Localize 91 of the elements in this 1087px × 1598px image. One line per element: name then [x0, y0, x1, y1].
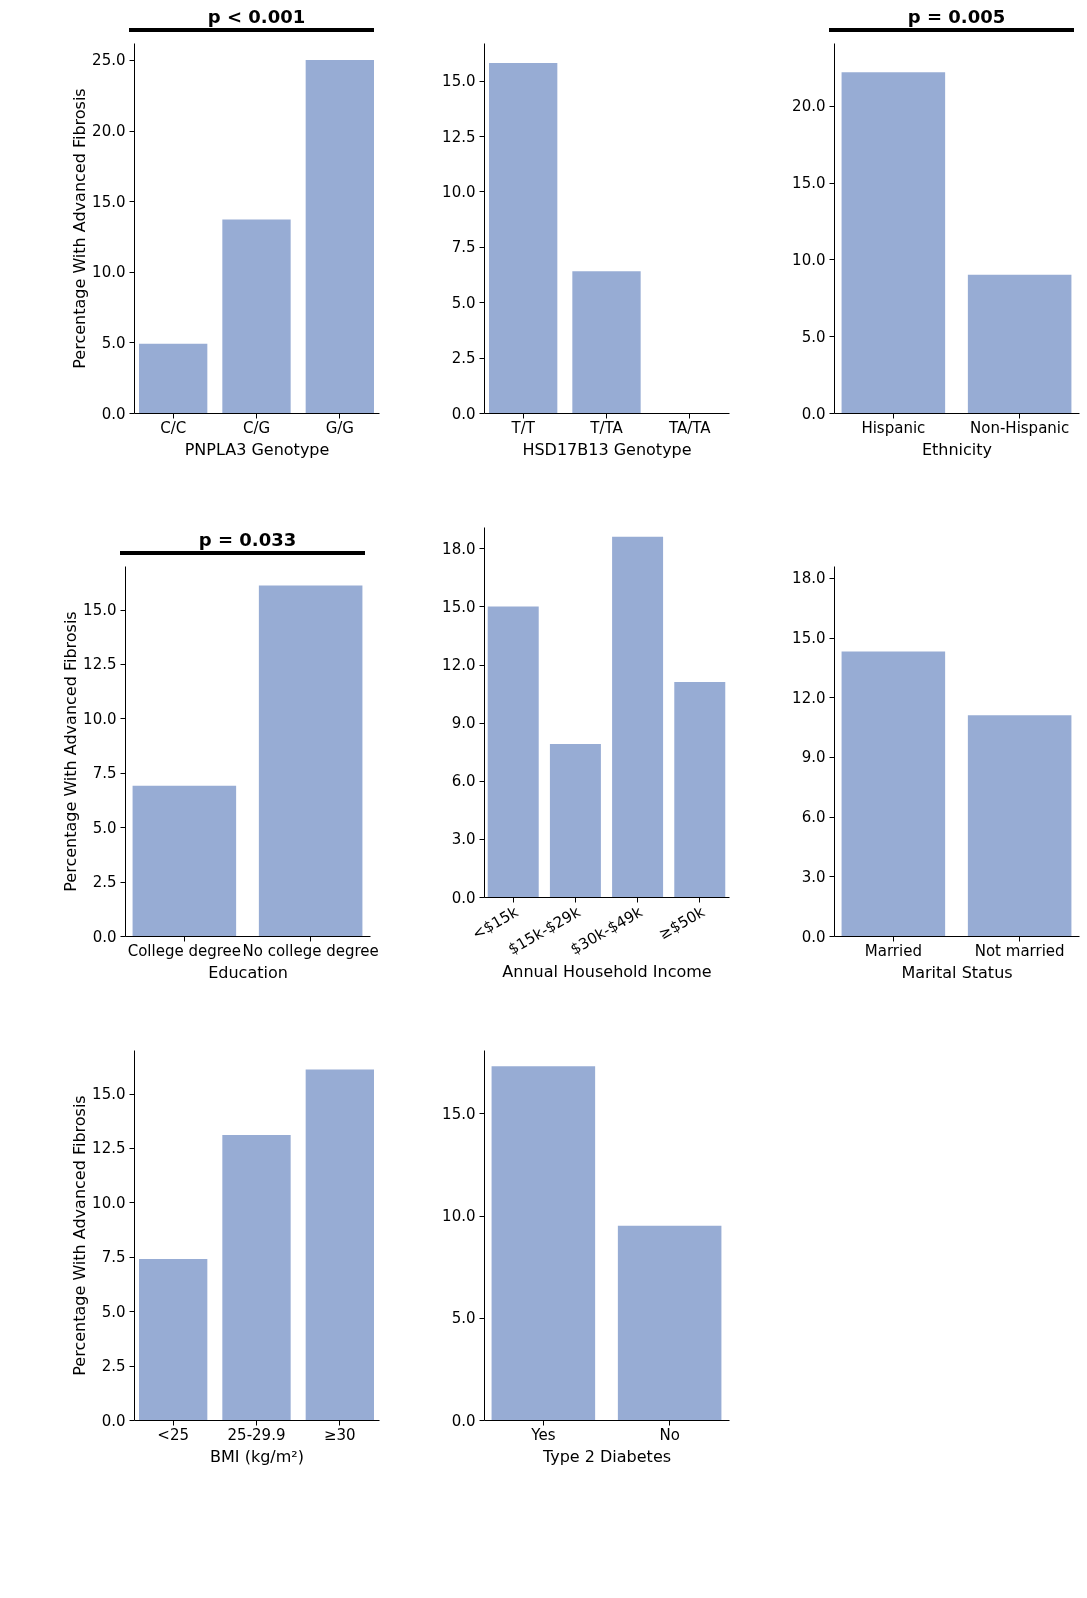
bar — [222, 219, 291, 413]
y-tick-label: 12.0 — [792, 688, 826, 707]
y-tick-label: 0.0 — [451, 1411, 476, 1430]
y-tick-label: 20.0 — [92, 122, 126, 141]
y-tick-label: 5.0 — [101, 333, 126, 352]
y-tick-label: 12.5 — [92, 1139, 126, 1158]
y-tick-label: 18.0 — [442, 539, 476, 558]
text: p = 0.033 — [198, 529, 297, 550]
y-tick-label: 6.0 — [451, 772, 476, 791]
y-tick-label: 25.0 — [92, 51, 126, 70]
x-axis-title: Marital Status — [901, 962, 1013, 982]
x-tick-label: Hispanic — [861, 418, 926, 437]
y-tick-label: 15.0 — [442, 1104, 476, 1123]
y-tick-label: 10.0 — [792, 250, 826, 269]
x-axis-title: Type 2 Diabetes — [541, 1446, 672, 1466]
bar — [674, 681, 726, 897]
text: p = 0.005 — [907, 6, 1006, 27]
x-axis-title: BMI (kg/m²) — [210, 1446, 304, 1466]
y-tick-label: 7.5 — [101, 1248, 126, 1267]
x-tick-label: C/C — [160, 418, 187, 437]
text: p < 0.001 — [207, 6, 306, 27]
x-tick-label: <25 — [157, 1425, 189, 1444]
bar — [612, 536, 664, 897]
bar — [222, 1134, 291, 1420]
y-tick-label: 5.0 — [451, 293, 476, 312]
y-tick-label: 12.0 — [442, 656, 476, 675]
x-tick-label: T/TA — [589, 418, 624, 437]
y-tick-label: 5.0 — [801, 327, 826, 346]
x-tick-label: TA/TA — [668, 418, 712, 437]
x-axis-title: Education — [208, 962, 288, 982]
y-tick-label: 5.0 — [101, 1302, 126, 1321]
y-tick-label: 5.0 — [451, 1309, 476, 1328]
y-tick-label: 0.0 — [451, 404, 476, 423]
y-tick-label: 9.0 — [451, 714, 476, 733]
x-axis-title: PNPLA3 Genotype — [184, 439, 330, 459]
bar — [549, 743, 601, 897]
y-tick-label: 0.0 — [101, 404, 126, 423]
y-tick-label: 5.0 — [92, 818, 117, 837]
bar — [487, 606, 539, 897]
y-tick-label: 7.5 — [451, 238, 476, 257]
y-tick-label: 10.0 — [92, 1193, 126, 1212]
y-tick-label: 15.0 — [442, 72, 476, 91]
y-tick-label: 0.0 — [801, 404, 826, 423]
x-tick-label: T/T — [510, 418, 536, 437]
x-tick-label: Non-Hispanic — [970, 418, 1070, 437]
x-axis-title: Ethnicity — [921, 439, 993, 459]
y-tick-label: 10.0 — [442, 1207, 476, 1226]
y-tick-label: 15.0 — [792, 629, 826, 648]
x-tick-label: Yes — [530, 1425, 556, 1444]
y-tick-label: 3.0 — [451, 830, 476, 849]
y-tick-label: 2.5 — [92, 873, 117, 892]
bar — [305, 59, 374, 413]
y-tick-label: 15.0 — [442, 597, 476, 616]
y-tick-label: 15.0 — [792, 174, 826, 193]
x-tick-label: Not married — [974, 941, 1065, 960]
y-tick-label: 10.0 — [442, 182, 476, 201]
y-tick-label: 20.0 — [792, 97, 826, 116]
bar — [139, 343, 208, 413]
y-tick-label: 15.0 — [83, 601, 117, 620]
x-tick-label: C/G — [242, 418, 271, 437]
bar — [305, 1069, 374, 1420]
x-tick-label: ≥30 — [324, 1425, 356, 1444]
bar — [139, 1258, 208, 1420]
y-tick-label: 12.5 — [83, 655, 117, 674]
y-tick-label: 0.0 — [101, 1411, 126, 1430]
x-tick-label: College degree — [127, 941, 242, 960]
y-axis-title: Percentage With Advanced Fibrosis — [70, 1095, 90, 1376]
y-tick-label: 10.0 — [83, 709, 117, 728]
y-tick-label: 9.0 — [801, 748, 826, 767]
y-tick-label: 15.0 — [92, 1085, 126, 1104]
y-tick-label: 6.0 — [801, 808, 826, 827]
y-tick-label: 0.0 — [801, 927, 826, 946]
y-tick-label: 0.0 — [451, 888, 476, 907]
x-tick-label: No college degree — [242, 941, 379, 960]
y-tick-label: 15.0 — [92, 192, 126, 211]
y-tick-label: 2.5 — [101, 1357, 126, 1376]
y-tick-label: 7.5 — [92, 764, 117, 783]
x-tick-label: Married — [864, 941, 922, 960]
x-tick-label: No — [659, 1425, 680, 1444]
y-tick-label: 3.0 — [801, 867, 826, 886]
x-tick-label: 25-29.9 — [227, 1425, 286, 1444]
y-axis-title: Percentage With Advanced Fibrosis — [61, 611, 81, 892]
x-axis-title: Annual Household Income — [502, 961, 712, 981]
y-tick-label: 10.0 — [92, 263, 126, 282]
y-tick-label: 18.0 — [792, 569, 826, 588]
y-axis-title: Percentage With Advanced Fibrosis — [70, 88, 90, 369]
y-tick-label: 2.5 — [451, 349, 476, 368]
y-tick-label: 12.5 — [442, 127, 476, 146]
x-tick-label: G/G — [325, 418, 354, 437]
y-tick-label: 0.0 — [92, 927, 117, 946]
x-axis-title: HSD17B13 Genotype — [522, 439, 692, 459]
